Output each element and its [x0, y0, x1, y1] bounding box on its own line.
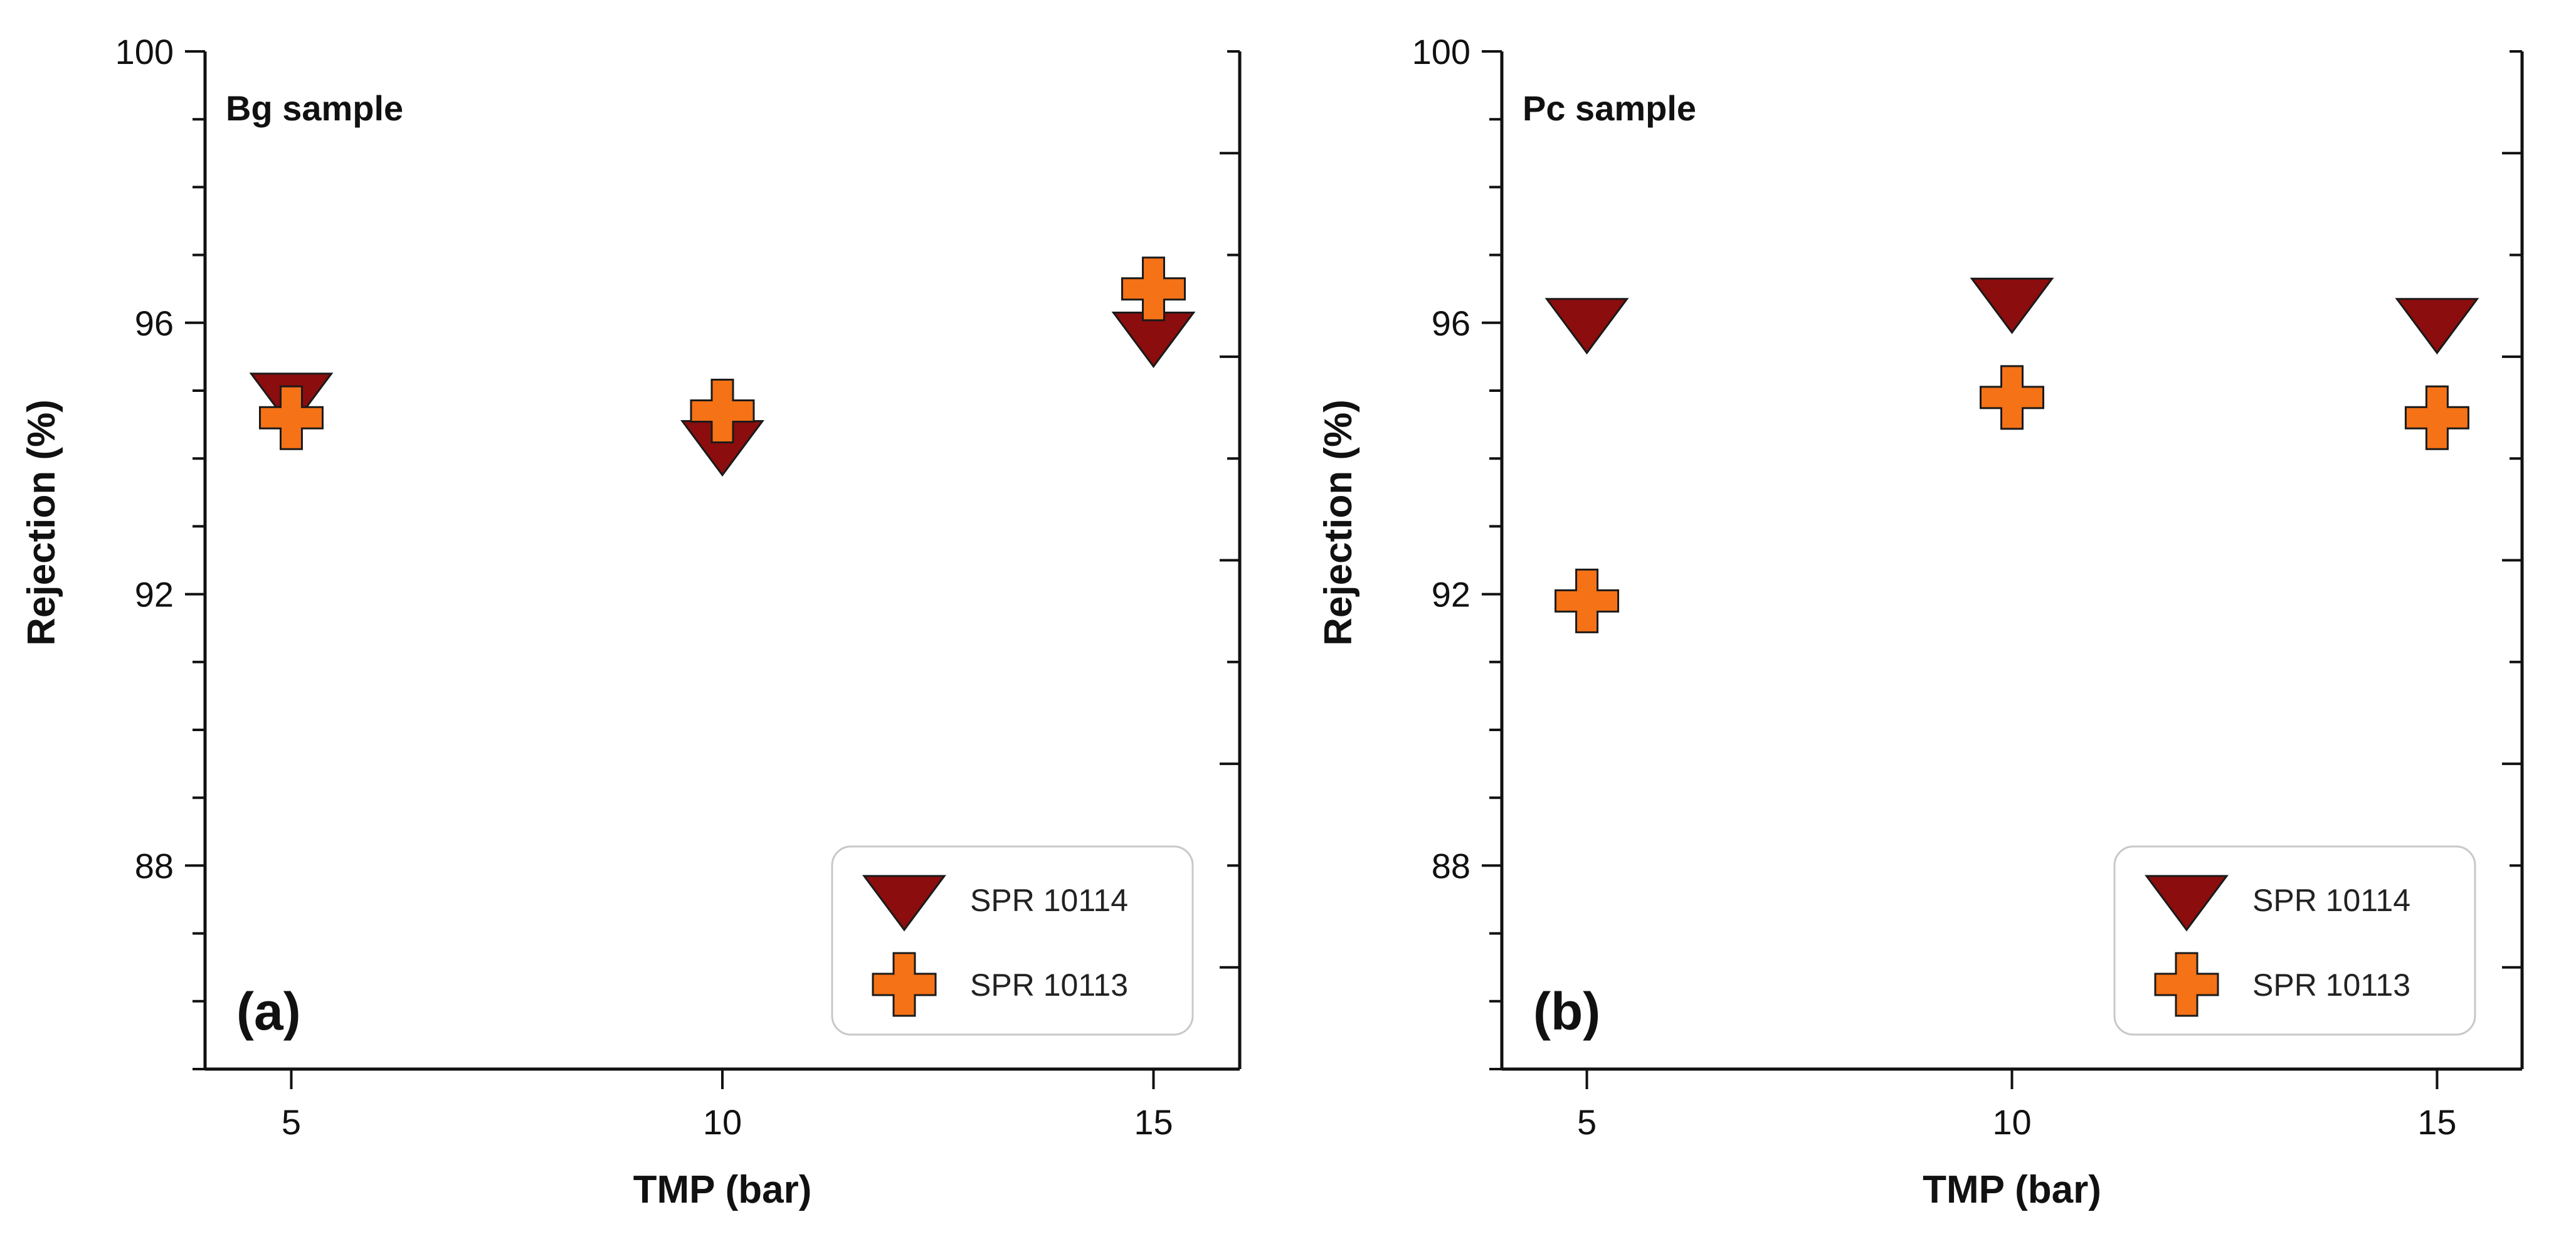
y-tick-label: 100	[1412, 32, 1470, 71]
data-point-cross	[1555, 568, 1620, 633]
legend: SPR 10114 SPR 10113	[831, 845, 1194, 1036]
x-axis-title: TMP (bar)	[633, 1168, 812, 1211]
panel-title: Pc sample	[1523, 88, 1696, 128]
data-point-cross	[1980, 365, 2044, 430]
legend-marker	[862, 875, 946, 932]
data-point-triangle-down	[1544, 298, 1629, 355]
y-tick-label: 100	[115, 32, 174, 71]
y-tick-label: 88	[135, 846, 174, 885]
legend-label: SPR 10114	[970, 883, 1128, 918]
chart-panel-b: 88 92 96 100 5 10 15 TMP (bar) Rejection (%) Pc s…	[1317, 32, 2524, 1211]
chart-panel-a: 88 92 96 100 5 10 15 TMP (bar) Rejection (%) Bg s…	[20, 32, 1242, 1211]
panel-title: Bg sample	[226, 88, 403, 128]
y-axis-title: Rejection (%)	[1317, 399, 1360, 646]
data-point-cross	[690, 378, 755, 443]
x-tick-label: 5	[282, 1102, 301, 1142]
data-point-triangle-down	[2395, 298, 2479, 355]
legend-marker	[872, 952, 937, 1017]
legend-label: SPR 10114	[2252, 883, 2410, 918]
x-tick-label: 10	[1992, 1102, 2031, 1142]
data-point-cross	[259, 385, 324, 450]
legend-label: SPR 10113	[2252, 968, 2410, 1003]
panel-label: (a)	[236, 982, 301, 1041]
legend-label: SPR 10113	[970, 968, 1128, 1003]
y-tick-label: 96	[1432, 303, 1470, 343]
y-tick-label: 92	[135, 575, 174, 614]
x-tick-label: 5	[1577, 1102, 1597, 1142]
panel-label: (b)	[1533, 982, 1600, 1041]
legend-marker	[2154, 952, 2219, 1017]
data-point-cross	[2404, 385, 2469, 450]
x-tick-label: 15	[2417, 1102, 2456, 1142]
data-point-triangle-down	[1970, 277, 2054, 334]
legend-marker	[2145, 875, 2229, 932]
y-tick-label: 88	[1432, 846, 1470, 885]
legend-box	[2113, 845, 2476, 1036]
legend: SPR 10114 SPR 10113	[2113, 845, 2476, 1036]
y-axis-title: Rejection (%)	[20, 399, 63, 646]
x-tick-label: 10	[703, 1102, 742, 1142]
y-tick-label: 96	[135, 303, 174, 343]
legend-box	[831, 845, 1194, 1036]
y-tick-label: 92	[1432, 575, 1470, 614]
x-axis-title: TMP (bar)	[1923, 1168, 2101, 1211]
x-tick-label: 15	[1134, 1102, 1173, 1142]
data-point-cross	[1121, 256, 1186, 322]
